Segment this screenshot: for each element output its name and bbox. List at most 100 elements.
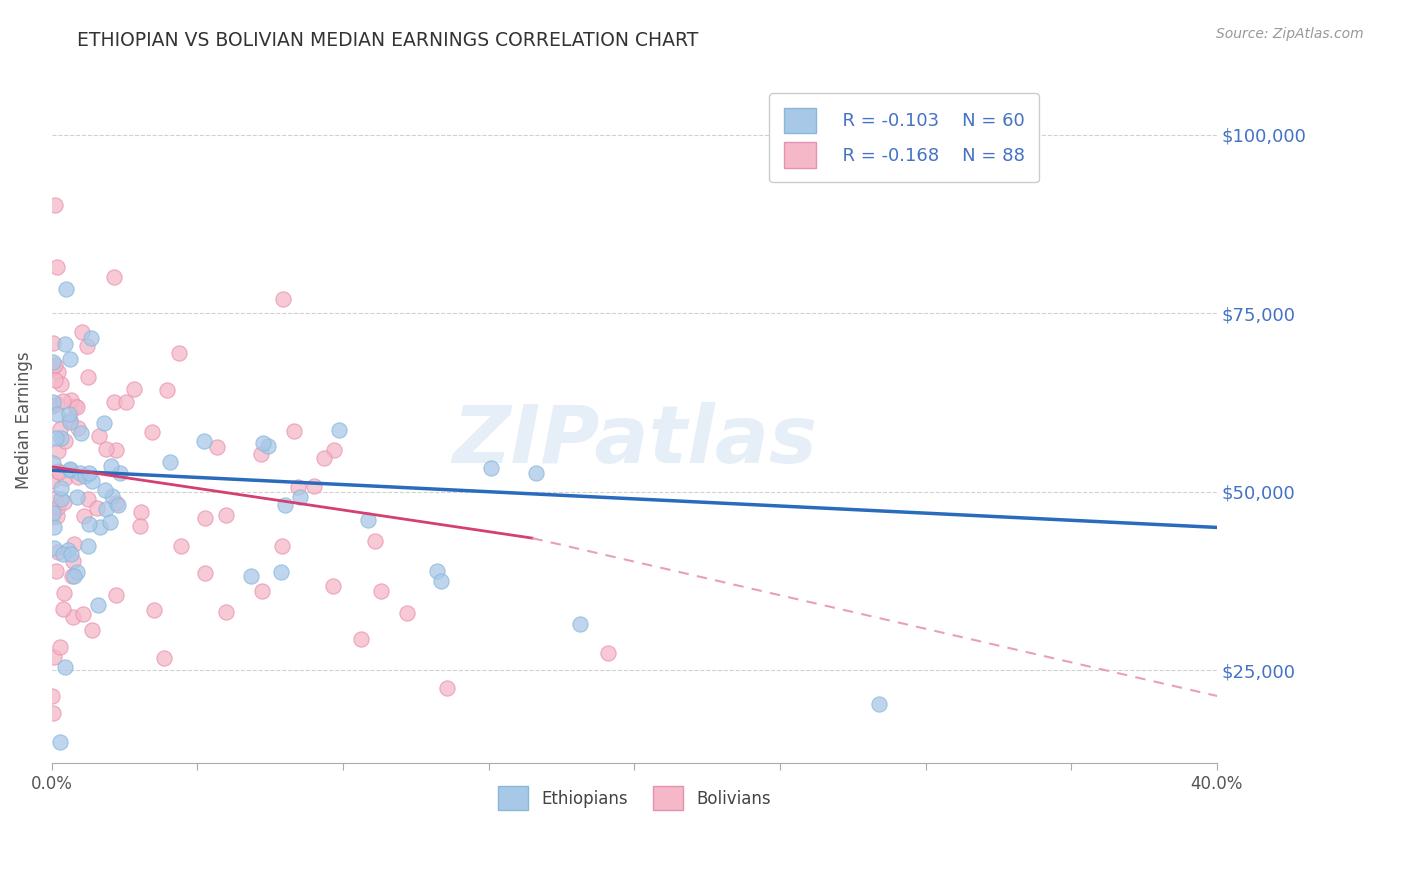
- Point: [46, 260, 69, 274]
- Point: [430, 574, 453, 589]
- Point: [114, 395, 136, 409]
- Point: [44, 358, 66, 372]
- Point: [69, 466, 91, 480]
- Point: [436, 681, 458, 696]
- Y-axis label: Median Earnings: Median Earnings: [15, 351, 32, 489]
- Point: [66, 470, 89, 484]
- Point: [396, 606, 419, 620]
- Point: [45, 407, 67, 421]
- Point: [87, 429, 110, 443]
- Point: [42, 355, 65, 369]
- Point: [46, 364, 69, 378]
- Point: [93, 417, 115, 431]
- Point: [868, 697, 890, 711]
- Point: [479, 461, 502, 475]
- Point: [252, 435, 274, 450]
- Text: Source: ZipAtlas.com: Source: ZipAtlas.com: [1216, 27, 1364, 41]
- Point: [270, 539, 292, 553]
- Point: [350, 632, 373, 646]
- Point: [271, 292, 294, 306]
- Point: [122, 382, 145, 396]
- Point: [72, 607, 94, 621]
- Point: [73, 469, 96, 483]
- Point: [45, 564, 67, 578]
- Point: [524, 466, 547, 480]
- Point: [46, 443, 69, 458]
- Point: [141, 425, 163, 439]
- Point: [205, 440, 228, 454]
- Point: [426, 564, 449, 578]
- Legend: Ethiopians, Bolivians: Ethiopians, Bolivians: [485, 773, 785, 823]
- Point: [370, 584, 392, 599]
- Point: [215, 605, 238, 619]
- Text: ZIPatlas: ZIPatlas: [451, 402, 817, 480]
- Point: [49, 491, 72, 506]
- Point: [63, 537, 86, 551]
- Point: [86, 501, 108, 516]
- Point: [194, 511, 217, 525]
- Point: [108, 466, 131, 480]
- Point: [328, 423, 350, 437]
- Point: [63, 399, 86, 413]
- Point: [87, 599, 110, 613]
- Point: [77, 539, 100, 553]
- Point: [44, 373, 66, 387]
- Point: [322, 579, 344, 593]
- Point: [129, 519, 152, 533]
- Point: [214, 508, 236, 523]
- Point: [104, 588, 127, 602]
- Point: [59, 547, 82, 561]
- Point: [94, 501, 117, 516]
- Point: [44, 491, 66, 505]
- Point: [357, 513, 380, 527]
- Point: [41, 474, 63, 488]
- Point: [45, 431, 67, 445]
- Point: [48, 464, 70, 478]
- Point: [58, 408, 80, 422]
- Point: [105, 442, 128, 457]
- Point: [94, 442, 117, 457]
- Point: [41, 336, 63, 351]
- Point: [103, 269, 125, 284]
- Point: [46, 500, 69, 514]
- Point: [41, 689, 63, 703]
- Point: [62, 610, 84, 624]
- Point: [98, 516, 121, 530]
- Point: [312, 450, 335, 465]
- Point: [103, 395, 125, 409]
- Point: [250, 584, 273, 599]
- Point: [41, 507, 63, 521]
- Point: [41, 399, 63, 413]
- Point: [77, 492, 100, 507]
- Point: [49, 481, 72, 495]
- Point: [62, 554, 84, 568]
- Point: [152, 650, 174, 665]
- Point: [45, 397, 67, 411]
- Point: [53, 660, 76, 674]
- Point: [167, 346, 190, 360]
- Point: [76, 369, 98, 384]
- Point: [45, 509, 67, 524]
- Point: [59, 412, 82, 426]
- Point: [56, 542, 79, 557]
- Point: [62, 569, 84, 583]
- Point: [73, 508, 96, 523]
- Point: [52, 586, 75, 600]
- Point: [42, 541, 65, 555]
- Point: [257, 439, 280, 453]
- Point: [41, 361, 63, 376]
- Point: [77, 467, 100, 481]
- Point: [169, 539, 191, 553]
- Point: [94, 483, 117, 497]
- Point: [48, 465, 70, 479]
- Point: [49, 431, 72, 445]
- Point: [60, 392, 83, 407]
- Point: [42, 520, 65, 534]
- Point: [107, 499, 129, 513]
- Point: [52, 495, 75, 509]
- Point: [66, 490, 89, 504]
- Point: [49, 377, 72, 392]
- Point: [52, 394, 75, 409]
- Text: ETHIOPIAN VS BOLIVIAN MEDIAN EARNINGS CORRELATION CHART: ETHIOPIAN VS BOLIVIAN MEDIAN EARNINGS CO…: [77, 31, 699, 50]
- Point: [270, 565, 292, 579]
